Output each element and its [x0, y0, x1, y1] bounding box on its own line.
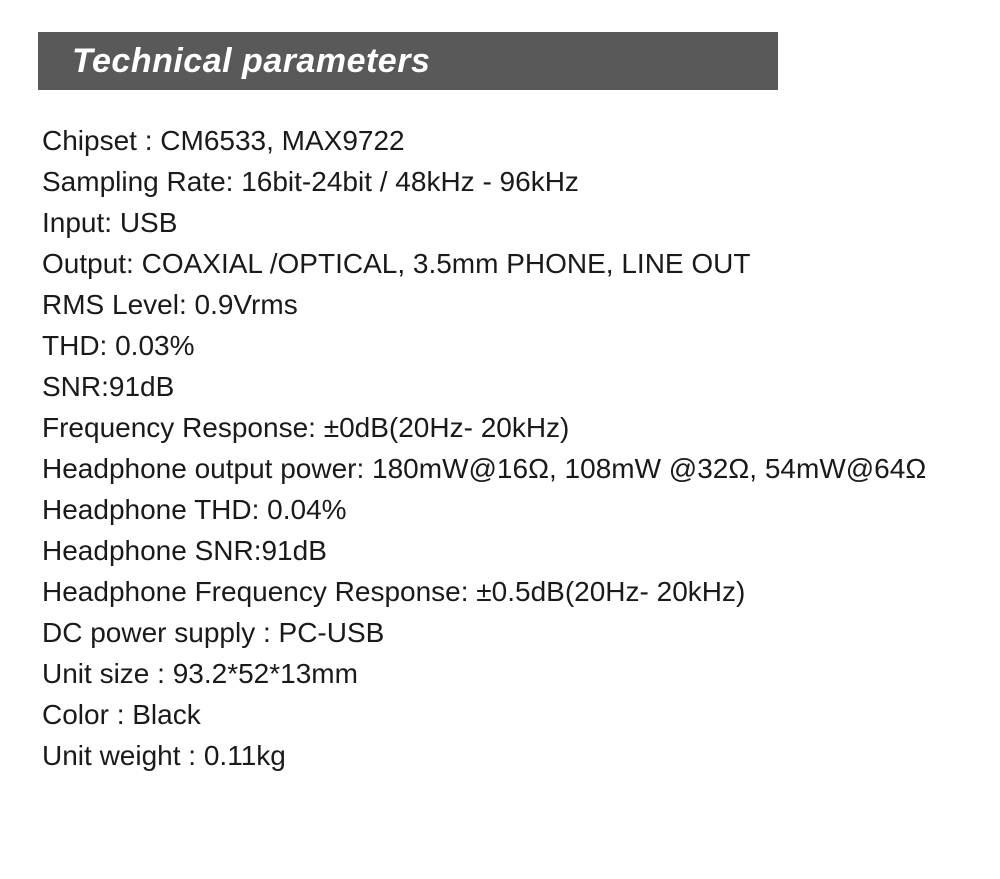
- header-bar: Technical parameters: [38, 32, 778, 90]
- spec-line: Output: COAXIAL /OPTICAL, 3.5mm PHONE, L…: [42, 243, 960, 284]
- spec-line: SNR:91dB: [42, 366, 960, 407]
- spec-line: THD: 0.03%: [42, 325, 960, 366]
- spec-line: RMS Level: 0.9Vrms: [42, 284, 960, 325]
- spec-line: Headphone SNR:91dB: [42, 530, 960, 571]
- spec-line: Input: USB: [42, 202, 960, 243]
- specs-list: Chipset : CM6533, MAX9722 Sampling Rate:…: [42, 120, 960, 776]
- header-title: Technical parameters: [72, 42, 430, 81]
- spec-line: Headphone Frequency Response: ±0.5dB(20H…: [42, 571, 960, 612]
- spec-line: DC power supply : PC-USB: [42, 612, 960, 653]
- spec-line: Color : Black: [42, 694, 960, 735]
- spec-line: Unit weight : 0.11kg: [42, 735, 960, 776]
- spec-line: Unit size : 93.2*52*13mm: [42, 653, 960, 694]
- spec-line: Chipset : CM6533, MAX9722: [42, 120, 960, 161]
- spec-line: Frequency Response: ±0dB(20Hz- 20kHz): [42, 407, 960, 448]
- spec-line: Headphone output power: 180mW@16Ω, 108mW…: [42, 448, 960, 489]
- spec-line: Headphone THD: 0.04%: [42, 489, 960, 530]
- spec-line: Sampling Rate: 16bit-24bit / 48kHz - 96k…: [42, 161, 960, 202]
